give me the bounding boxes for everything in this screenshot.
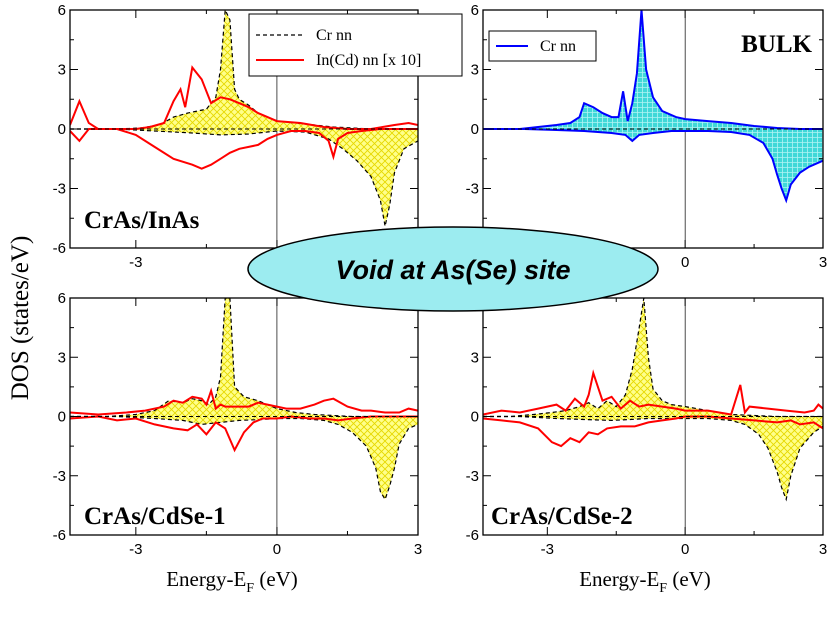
series-line-2 (70, 387, 418, 416)
y-tick-label: 0 (471, 409, 479, 426)
y-axis-label: DOS (states/eV) (7, 236, 34, 401)
y-tick-label: -3 (466, 468, 479, 485)
series-line-2 (483, 369, 823, 416)
plot-series (483, 298, 823, 502)
series-fill-1 (70, 416, 418, 500)
series-fill-1 (483, 129, 823, 201)
y-tick-label: -6 (466, 527, 479, 544)
x-tick-label: 0 (681, 254, 689, 271)
plot-series (483, 10, 823, 204)
y-tick-label: -3 (466, 181, 479, 198)
series-fill-1 (70, 129, 418, 227)
series-line-1 (483, 415, 823, 502)
x-tick-label: 3 (819, 254, 827, 271)
panel-label: CrAs/CdSe-1 (84, 503, 226, 530)
series-line-0 (483, 298, 823, 418)
y-tick-label: 6 (471, 2, 479, 19)
y-tick-label: 3 (471, 62, 479, 79)
y-tick-label: 3 (471, 349, 479, 366)
legend: Cr nn (488, 30, 597, 62)
y-tick-label: -6 (53, 240, 66, 257)
void-banner: Void at As(Se) site (247, 226, 659, 312)
legend-label-in: In(Cd) nn [x 10] (316, 52, 421, 69)
y-tick-label: 0 (58, 121, 66, 138)
series-line-1 (70, 128, 418, 227)
x-tick-label: -3 (129, 254, 142, 271)
legend-label-cr: Cr nn (316, 27, 352, 44)
series-line-3 (70, 415, 418, 453)
x-tick-label: 3 (414, 541, 422, 558)
y-tick-label: 3 (58, 62, 66, 79)
banner-ellipse (247, 226, 659, 312)
legend-label-cr: Cr nn (540, 38, 576, 55)
series-fill-1 (483, 416, 823, 500)
series-fill-0 (483, 10, 823, 129)
x-tick-label: 0 (681, 541, 689, 558)
series-line-3 (70, 128, 418, 170)
x-axis-label-left: Energy-EF (eV) (166, 567, 298, 596)
y-tick-label: 0 (58, 409, 66, 426)
plot-series (70, 298, 418, 501)
legend-box (248, 13, 463, 77)
x-tick-label: 0 (273, 541, 281, 558)
series-fill-0 (483, 298, 823, 417)
panel-label: BULK (741, 31, 812, 58)
series-line-0 (70, 298, 418, 418)
legend: Cr nn In(Cd) nn [x 10] (248, 13, 463, 77)
y-tick-label: 3 (58, 349, 66, 366)
y-tick-label: 0 (471, 121, 479, 138)
x-axis-label-right: Energy-EF (eV) (579, 567, 711, 596)
panel-label: CrAs/InAs (84, 207, 200, 234)
panel-cras-cdse-1: -6 -3 0 3 6 -3 0 3 CrAs/CdSe-1 (53, 290, 423, 558)
y-tick-label: 6 (58, 290, 66, 307)
series-line-0 (70, 10, 418, 130)
series-line-1 (70, 415, 418, 501)
y-tick-label: 6 (58, 2, 66, 19)
series-line-1 (483, 128, 823, 204)
x-tick-label: 3 (819, 541, 827, 558)
banner-text: Void at As(Se) site (335, 255, 570, 285)
y-tick-label: -3 (53, 468, 66, 485)
series-line-3 (483, 415, 823, 448)
y-tick-label: -3 (53, 181, 66, 198)
x-tick-label: -3 (541, 541, 554, 558)
series-line-0 (483, 10, 823, 130)
y-tick-label: -6 (53, 527, 66, 544)
x-tick-label: -3 (129, 541, 142, 558)
panel-label: CrAs/CdSe-2 (491, 503, 633, 530)
